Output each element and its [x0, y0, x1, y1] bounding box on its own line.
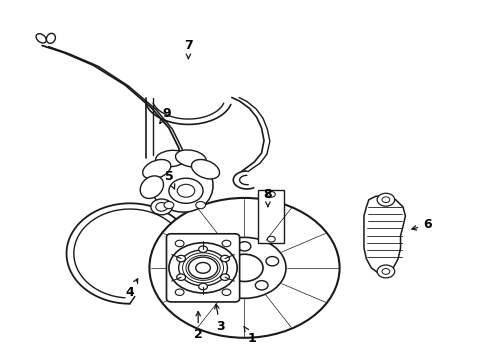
Circle shape: [181, 266, 190, 273]
Text: 6: 6: [411, 218, 431, 231]
Circle shape: [188, 257, 217, 279]
Circle shape: [198, 246, 207, 252]
Circle shape: [177, 184, 194, 197]
Text: 1: 1: [244, 327, 256, 345]
Circle shape: [238, 242, 250, 251]
FancyBboxPatch shape: [258, 190, 284, 243]
Ellipse shape: [140, 176, 163, 198]
Circle shape: [376, 265, 394, 278]
Circle shape: [225, 254, 263, 282]
Text: 7: 7: [183, 39, 192, 59]
Circle shape: [265, 257, 278, 266]
Text: 3: 3: [214, 304, 224, 333]
Circle shape: [168, 243, 237, 293]
Ellipse shape: [36, 34, 46, 43]
Ellipse shape: [191, 159, 219, 179]
Circle shape: [267, 236, 275, 242]
Circle shape: [203, 237, 285, 298]
Circle shape: [220, 274, 229, 280]
Circle shape: [376, 193, 394, 206]
Ellipse shape: [175, 150, 206, 167]
Circle shape: [175, 289, 183, 296]
Ellipse shape: [46, 33, 55, 43]
Ellipse shape: [142, 159, 170, 179]
Ellipse shape: [149, 155, 213, 212]
Circle shape: [221, 280, 233, 290]
Circle shape: [156, 203, 167, 211]
Circle shape: [168, 178, 203, 203]
Circle shape: [222, 240, 230, 247]
Circle shape: [176, 255, 185, 262]
Circle shape: [195, 262, 210, 273]
Circle shape: [163, 202, 173, 209]
Circle shape: [151, 199, 172, 215]
Text: 8: 8: [263, 188, 272, 207]
Circle shape: [175, 240, 183, 247]
Text: 4: 4: [125, 279, 138, 300]
Circle shape: [195, 202, 205, 209]
Circle shape: [178, 250, 227, 286]
Circle shape: [210, 257, 223, 266]
Circle shape: [184, 255, 193, 261]
Circle shape: [198, 283, 207, 290]
Text: 2: 2: [193, 311, 202, 341]
Circle shape: [381, 197, 389, 203]
Circle shape: [255, 280, 267, 290]
Text: 5: 5: [164, 170, 174, 189]
FancyBboxPatch shape: [166, 234, 239, 302]
Circle shape: [149, 198, 339, 338]
Text: 9: 9: [160, 107, 170, 123]
Circle shape: [176, 274, 185, 280]
Circle shape: [381, 269, 389, 274]
Circle shape: [220, 255, 229, 262]
Circle shape: [222, 289, 230, 296]
Polygon shape: [363, 196, 405, 273]
Circle shape: [183, 242, 192, 248]
Circle shape: [267, 192, 275, 197]
Ellipse shape: [155, 150, 187, 167]
